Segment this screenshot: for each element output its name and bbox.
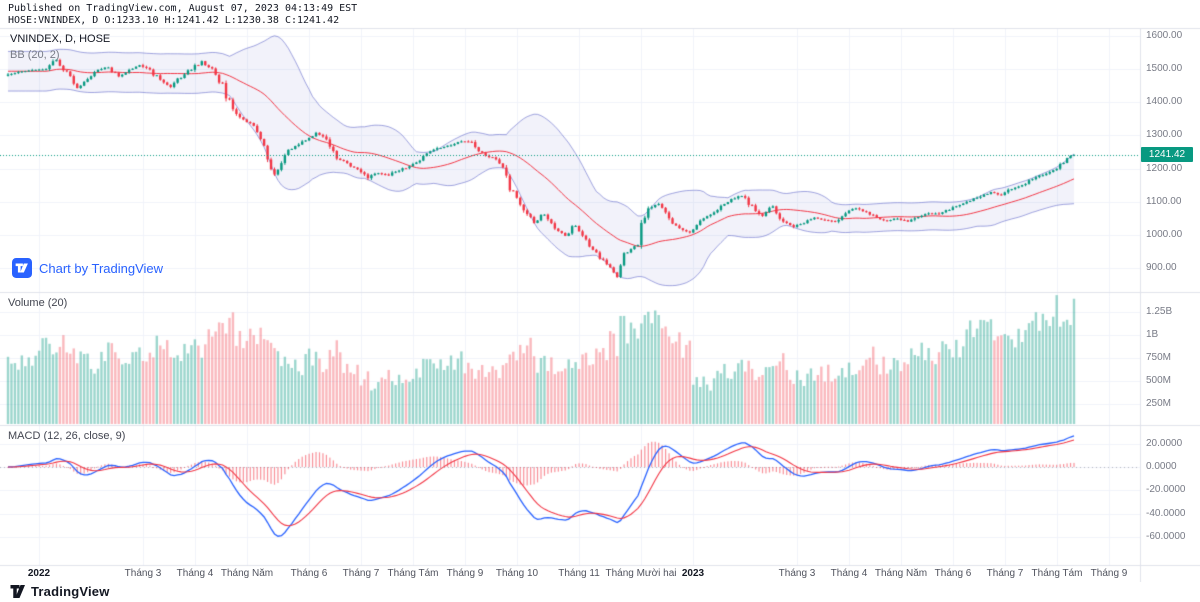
time-axis-label: Tháng 6 xyxy=(934,568,972,579)
published-line: Published on TradingView.com, August 07,… xyxy=(8,3,358,14)
time-axis-label: Tháng Tám xyxy=(1031,568,1083,579)
time-axis-label: Tháng Tám xyxy=(387,568,439,579)
time-axis-label: Tháng Mười hai xyxy=(605,568,677,579)
time-axis-label: Tháng 3 xyxy=(124,568,162,579)
price-axis-label: 1000.00 xyxy=(1146,229,1183,240)
time-axis-label: Tháng 6 xyxy=(290,568,328,579)
volume-axis-label: 750M xyxy=(1146,352,1172,363)
volume-axis-label: 250M xyxy=(1146,398,1172,409)
price-axis-label: 1400.00 xyxy=(1146,96,1183,107)
tradingview-watermark[interactable]: Chart by TradingView xyxy=(12,258,163,278)
price-axis-label: 900.00 xyxy=(1146,262,1177,273)
time-axis-label: Tháng 11 xyxy=(558,568,600,579)
macd-axis-label: -40.0000 xyxy=(1146,508,1186,519)
time-axis-label: Tháng 10 xyxy=(495,568,539,579)
time-axis-label: Tháng Năm xyxy=(874,568,928,579)
macd-axis-label: 20.0000 xyxy=(1146,438,1183,449)
time-axis-label: Tháng 4 xyxy=(176,568,214,579)
time-scale[interactable] xyxy=(0,565,1140,582)
symbol-legend[interactable]: VNINDEX, D, HOSE xyxy=(10,33,111,45)
price-axis-label: 1200.00 xyxy=(1146,163,1183,174)
volume-scale[interactable] xyxy=(1140,292,1200,425)
volume-indicator-legend[interactable]: Volume (20) xyxy=(8,297,68,309)
time-axis-label: Tháng Năm xyxy=(220,568,274,579)
volume-axis-label: 500M xyxy=(1146,375,1172,386)
time-axis-label: Tháng 7 xyxy=(342,568,380,579)
macd-axis-label: -20.0000 xyxy=(1146,484,1186,495)
price-scale[interactable] xyxy=(1140,28,1200,292)
volume-axis-label: 1.25B xyxy=(1146,306,1173,317)
macd-axis-label: 0.0000 xyxy=(1146,461,1177,472)
time-axis-label: Tháng 4 xyxy=(830,568,868,579)
price-axis-label: 1500.00 xyxy=(1146,63,1183,74)
symbol-ohlc-line: HOSE:VNINDEX, D O:1233.10 H:1241.42 L:12… xyxy=(8,15,340,26)
price-axis-label: 1600.00 xyxy=(1146,30,1183,41)
watermark-label: Chart by TradingView xyxy=(39,260,164,276)
tradingview-logo xyxy=(10,585,25,598)
macd-axis-label: -60.0000 xyxy=(1146,531,1186,542)
time-axis-label: 2022 xyxy=(27,568,51,579)
time-axis-label: Tháng 9 xyxy=(1090,568,1128,579)
footer: TradingView xyxy=(10,584,110,599)
last-price-badge: 1241.42 xyxy=(1141,147,1193,162)
volume-axis-label: 1B xyxy=(1146,329,1159,340)
tradingview-wordmark: TradingView xyxy=(31,584,110,599)
price-axis-label: 1300.00 xyxy=(1146,129,1183,140)
chart-canvas[interactable] xyxy=(0,0,1200,582)
macd-indicator-legend[interactable]: MACD (12, 26, close, 9) xyxy=(8,430,126,442)
time-axis-label: Tháng 7 xyxy=(986,568,1024,579)
time-axis-label: Tháng 9 xyxy=(446,568,484,579)
tradingview-logo-icon xyxy=(12,258,32,278)
macd-scale[interactable] xyxy=(1140,425,1200,565)
price-axis-label: 1100.00 xyxy=(1146,196,1182,207)
time-axis-label: 2023 xyxy=(681,568,705,579)
bb-indicator-legend[interactable]: BB (20, 2) xyxy=(10,49,60,61)
time-axis-label: Tháng 3 xyxy=(778,568,816,579)
